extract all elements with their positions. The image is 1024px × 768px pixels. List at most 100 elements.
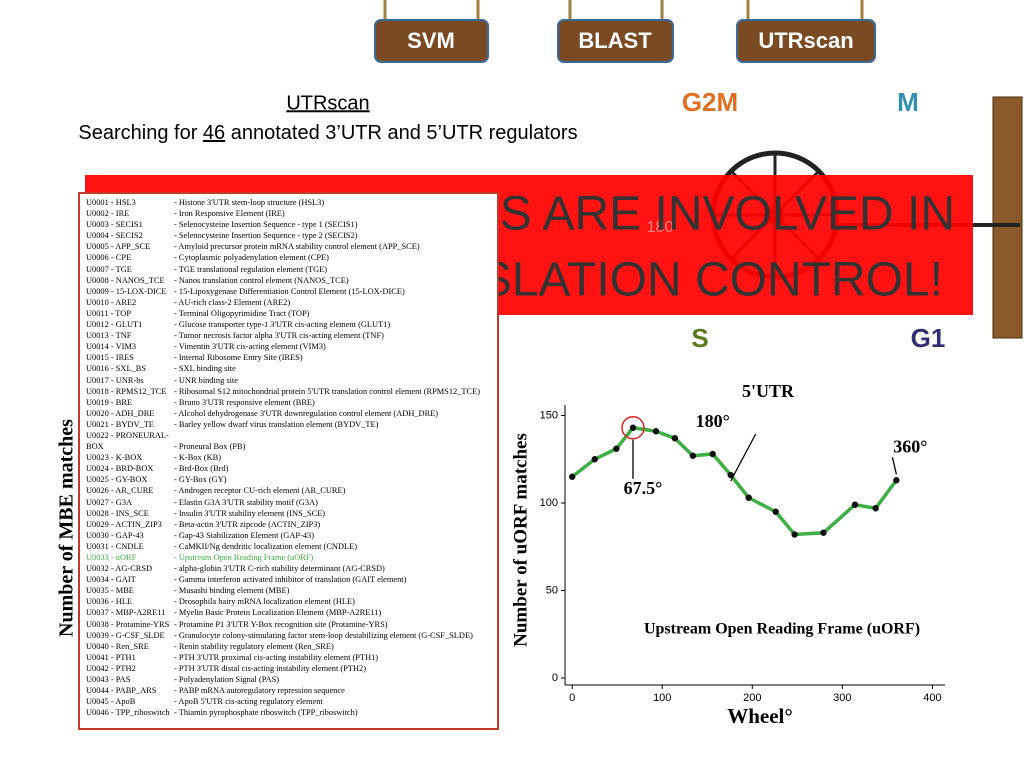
entry-code: U0025 - GY-BOX: [86, 475, 148, 485]
text-part: annotated 3’UTR and 5’UTR regulators: [225, 122, 577, 144]
entry-desc: - Bruno 3'UTR responsive element (BRE): [174, 397, 315, 407]
list-entry: U0017 - UNR-bs - UNR binding site: [86, 375, 491, 386]
entry-code: U0039 - G-CSF_SLDE: [86, 630, 165, 640]
button-svm[interactable]: [374, 19, 489, 63]
chart-title: 5'UTR: [742, 381, 795, 401]
entry-desc: - AU-rich class-2 Element (ARE2): [174, 297, 291, 307]
list-entry: U0023 - K-BOX - K-Box (KB): [86, 452, 491, 463]
list-entry: U0021 - BYDV_TE - Barley yellow dwarf vir…: [86, 419, 491, 430]
entry-desc: - PABP mRNA autoregulatory repression se…: [174, 686, 345, 696]
annotation: 180°: [696, 411, 730, 431]
entry-desc: - SXL binding site: [174, 364, 236, 374]
entry-desc: - Gap-43 Stabilization Element (GAP-43): [174, 530, 315, 540]
entry-code: U0002 - IRE: [86, 209, 130, 219]
entry-code: U0045 - ApoB: [86, 697, 136, 707]
list-entry: U0041 - PTH1 - PTH 3'UTR proximal cis-act…: [86, 652, 491, 663]
entry-code: U0016 - SXL_BS: [86, 364, 147, 374]
list-entry: U0001 - HSL3 - Histone 3'UTR stem-loop st…: [86, 197, 491, 208]
entry-code: U0019 - BRE: [86, 397, 133, 407]
phase-label: M: [897, 87, 919, 117]
list-entry: U0012 - GLUT1 - Glucose transporter type-…: [86, 319, 491, 330]
entry-code: U0015 - IRES: [86, 353, 134, 363]
button-label[interactable]: BLAST: [578, 28, 652, 53]
entry-desc: - Glucose transporter type-1 3'UTR cis-a…: [174, 320, 391, 330]
entry-desc: - Myelin Basic Protein Localization Elem…: [174, 608, 382, 618]
banner-text: RS ARE INVOLVED IN: [465, 188, 955, 241]
entry-desc: - K-Box (KB): [174, 453, 221, 463]
list-entry: U0007 - TGE - TGE translational regulatio…: [86, 264, 491, 275]
entry-code: U0028 - INS_SCE: [86, 508, 149, 518]
annotation: 67.5°: [624, 478, 663, 498]
annotation-pointer: [891, 457, 898, 475]
entry-desc: - PTH 3'UTR distal cis-acting instabilit…: [174, 663, 367, 673]
button-blast[interactable]: [557, 19, 674, 63]
list-entry: U0005 - APP_SCE - Amyloid precursor prote…: [86, 241, 491, 252]
entry-code: U0009 - 15-LOX-DICE: [86, 286, 167, 296]
entry-code: U0008 - NANOS_TCE: [86, 275, 165, 285]
entry-desc: - Selenocysteine Insertion Sequence - ty…: [174, 231, 358, 241]
entry-code: U0027 - G3A: [86, 497, 133, 507]
list-entry: U0004 - SECIS2 - Selenocysteine Insertion…: [86, 230, 491, 241]
button-utrscan[interactable]: [736, 19, 876, 63]
button-label[interactable]: SVM: [407, 28, 455, 53]
entry-code: U0017 - UNR-bs: [86, 375, 144, 385]
entry-desc: - GY-Box (GY): [174, 475, 227, 485]
list-entry: U0022 - PRONEURAL-BOX - Proneural Box (PB…: [86, 430, 491, 452]
entry-desc: - Cytoplasmic polyadenylation element (C…: [174, 253, 329, 263]
data-point: [689, 452, 697, 459]
entry-code: U0018 - RPMS12_TCE: [86, 386, 167, 396]
entry-code: U0024 - BRD-BOX: [86, 464, 154, 474]
entry-code: U0006 - CPE: [86, 253, 132, 263]
entry-desc: - Insulin 3'UTR stability element (INS_S…: [174, 508, 326, 518]
entry-code: U0007 - TGE: [86, 264, 132, 274]
text-part: Searching for: [78, 122, 203, 144]
data-point: [727, 471, 734, 479]
entry-code: U0021 - BYDV_TE: [86, 419, 154, 429]
list-entry: U0010 - ARE2 - AU-rich class-2 Element (A…: [86, 297, 491, 308]
entry-desc: - Histone 3'UTR stem-loop structure (HSL…: [174, 198, 325, 207]
entry-code: U0043 - PAS: [86, 675, 131, 685]
button-label[interactable]: UTRscan: [758, 28, 853, 53]
entry-desc: - TGE translational regulation element (…: [174, 264, 328, 274]
entry-code: U0010 - ARE2: [86, 297, 137, 307]
wheel-label: 180: [647, 219, 674, 236]
entry-desc: - Ribosomal S12 mitochondrial protein 5'…: [174, 386, 480, 396]
entry-desc: - Brd-Box (Brd): [174, 464, 229, 474]
entry-desc: - Terminal Oligopyrimidine Tract (TOP): [174, 308, 310, 318]
entry-code: U0013 - TNF: [86, 331, 132, 341]
annotation: 360°: [893, 436, 927, 456]
annotation-pointer: [730, 433, 757, 482]
entry-desc: - Protamine P1 3'UTR Y-Box recognition s…: [174, 619, 388, 629]
entry-code: U0040 - Ren_SRE: [86, 641, 149, 651]
entry-desc: - Androgen receptor CU-rich element (AR_…: [174, 486, 346, 496]
button-ropes: [383, 0, 864, 22]
entry-desc: - Selenocysteine Insertion Sequence - ty…: [174, 220, 358, 230]
entry-desc: - UNR binding site: [174, 375, 238, 385]
entry-desc: - Polyadenylation Signal (PAS): [174, 675, 280, 685]
entry-desc: - Tumor necrosis factor alpha 3'UTR cis-…: [174, 331, 384, 341]
list-entry: U0031 - CNDLE - CaMKII/Ng dendritic local…: [86, 541, 491, 552]
list-entry: U0014 - VIM3 - Vimentin 3'UTR cis-acting …: [86, 341, 491, 352]
list-entry: U0035 - MBE - Musashi binding element (MB…: [86, 585, 491, 596]
x-tick-label: 300: [833, 692, 851, 704]
entry-code: U0026 - AR_CURE: [86, 486, 154, 496]
x-axis-label: Wheel°: [727, 704, 793, 728]
phase-label: G1: [911, 323, 946, 353]
entry-desc: - Amyloid precursor protein mRNA stabili…: [174, 242, 420, 252]
list-entry: U0046 - TPP_riboswitch - Thiamin pyrophos…: [86, 707, 491, 718]
entry-desc: - Musashi binding element (MBE): [174, 586, 290, 596]
list-entry: U0029 - ACTIN_ZIP3 - Beta-actin 3'UTR zip…: [86, 519, 491, 530]
data-point: [591, 456, 598, 463]
entry-desc: - PTH 3'UTR proximal cis-acting instabil…: [174, 652, 379, 662]
data-point: [709, 450, 716, 458]
heading-line: Searching for 46 annotated 3’UTR and 5’U…: [78, 122, 577, 144]
list-entry: U0025 - GY-BOX - GY-Box (GY): [86, 474, 491, 485]
entry-code: U0033 - uORF: [86, 553, 137, 562]
entry-code: U0005 - APP_SCE: [86, 242, 151, 252]
inner-label: Upstream Open Reading Frame (uORF): [644, 621, 920, 638]
list-entry: U0037 - MBP-A2RE11 - Myelin Basic Protein…: [86, 607, 491, 618]
entry-desc: - alpha-globin 3'UTR C-rich stability de…: [174, 564, 385, 574]
entry-desc: - Vimentin 3'UTR cis-acting element (VIM…: [174, 342, 326, 352]
list-entry: U0019 - BRE - Bruno 3'UTR responsive elem…: [86, 397, 491, 408]
